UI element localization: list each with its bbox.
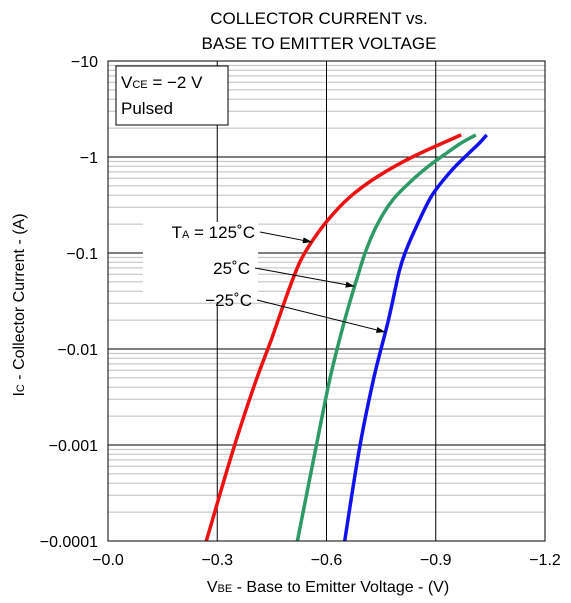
series-line-0 — [204, 133, 462, 542]
annotation-arrowhead-0 — [302, 237, 312, 244]
condition-box-frame — [115, 65, 229, 126]
x-tick-label: −1.2 — [529, 552, 561, 569]
y-axis-title: IC - Collector Current - (A) — [11, 213, 28, 396]
axes: −0.0 −0.3 −0.6 −0.9 −1.2 −0.0001 −0.001 −0.01 −0… — [40, 54, 561, 569]
x-tick-label: −0.0 — [92, 552, 124, 569]
annotation-arrowhead-2 — [375, 327, 386, 333]
annotation-label-0-main: T — [172, 223, 182, 242]
x-tick-label: −0.9 — [420, 552, 452, 569]
annotation-label-0-sub: A — [182, 229, 190, 241]
plot-frame — [107, 60, 546, 542]
y-tick-label: −0.1 — [66, 246, 98, 263]
condition-vce-value: = −2 V — [148, 73, 203, 92]
title-line-2: BASE TO EMITTER VOLTAGE — [202, 34, 437, 53]
y-axis-title-sub: C — [15, 384, 27, 392]
annotation-label-1: 25˚C — [213, 259, 250, 278]
annotation-backdrop — [143, 222, 258, 302]
condition-vce-sub: CE — [132, 79, 147, 91]
series-line-1 — [295, 133, 477, 542]
y-tick-label: −0.0001 — [40, 534, 98, 551]
x-tick-label: −0.3 — [201, 552, 233, 569]
x-axis-title-sub: BE — [218, 583, 233, 595]
x-axis-title-main: V — [207, 579, 218, 596]
annotation-label-2-main: −25˚C — [205, 291, 252, 310]
annotation-leader-2 — [256, 299, 386, 333]
annotation-label-1-main: 25˚C — [213, 259, 250, 278]
y-axis-title-main: I — [11, 392, 28, 396]
annotation-label-0: TA = 125˚C — [172, 223, 255, 242]
annotation-arrowhead-1 — [345, 281, 355, 288]
series-layer — [204, 133, 489, 542]
x-tick-label: −0.6 — [311, 552, 343, 569]
condition-vce-main: V — [121, 73, 133, 92]
y-tick-label: −0.01 — [58, 342, 99, 359]
annotation-leader-1 — [254, 267, 355, 287]
y-tick-label: −1 — [80, 150, 98, 167]
chart-title: COLLECTOR CURRENT vs. BASE TO EMITTER VO… — [202, 9, 437, 53]
x-axis-title: VBE - Base to Emitter Voltage - (V) — [207, 579, 449, 596]
condition-line-2: Pulsed — [121, 99, 173, 118]
y-axis-title-rest: - Collector Current - (A) — [11, 213, 28, 384]
annotation-label-0-rest: = 125˚C — [189, 223, 255, 242]
y-tick-label: −10 — [71, 54, 98, 71]
x-axis-title-rest: - Base to Emitter Voltage - (V) — [232, 579, 449, 596]
annotation-label-2: −25˚C — [205, 291, 252, 310]
title-line-1: COLLECTOR CURRENT vs. — [210, 9, 428, 28]
condition-box: VCE = −2 V Pulsed — [115, 65, 229, 126]
condition-line-1: VCE = −2 V — [121, 73, 203, 92]
y-tick-label: −0.001 — [49, 438, 98, 455]
series-line-2 — [342, 133, 489, 542]
annotations: TA = 125˚C 25˚C −25˚C — [143, 222, 386, 333]
